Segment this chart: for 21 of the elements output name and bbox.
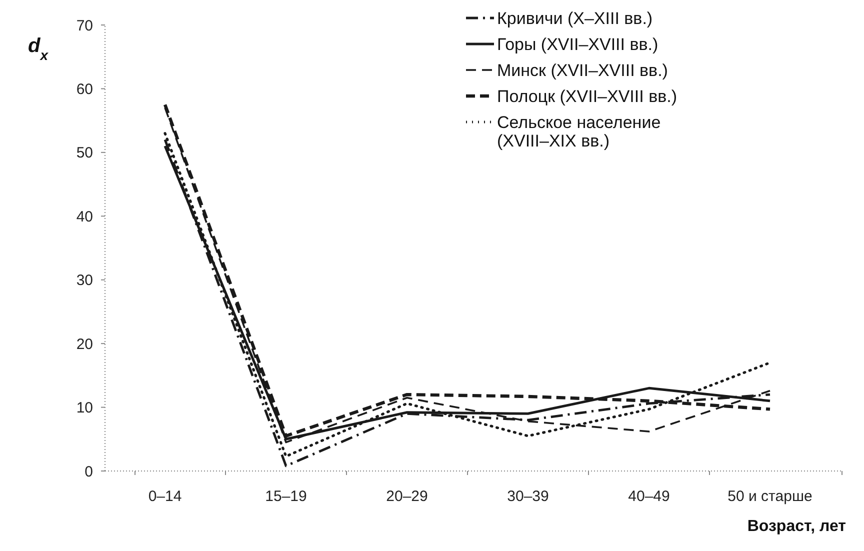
y-tick-label: 60 bbox=[76, 80, 93, 98]
y-tick-label: 10 bbox=[76, 400, 93, 417]
legend-label: Сельское население (XVIII–XIX вв.) bbox=[497, 112, 661, 151]
legend-label: Горы (XVII–XVIII вв.) bbox=[497, 34, 658, 54]
legend-label: Полоцк (XVII–XVIII вв.) bbox=[497, 86, 678, 106]
x-tick-label: 0–14 bbox=[148, 488, 182, 505]
y-tick-label: 20 bbox=[76, 336, 93, 353]
y-tick-label: 30 bbox=[76, 272, 93, 290]
y-tick-label: 40 bbox=[76, 208, 93, 226]
legend-label: Минск (XVII–XVIII вв.) bbox=[497, 60, 668, 80]
y-axis-title: d$_{x}$ bbox=[28, 35, 50, 63]
x-axis-title: Возраст, лет bbox=[747, 518, 846, 535]
x-tick-label: 50 и старше bbox=[728, 488, 812, 505]
x-tick-label: 15–19 bbox=[265, 488, 307, 505]
x-tick-label: 40–49 bbox=[628, 488, 670, 505]
x-tick-label: 20–29 bbox=[386, 488, 428, 505]
y-tick-label: 50 bbox=[76, 144, 93, 162]
y-tick-label: 0 bbox=[84, 463, 93, 480]
y-tick-label: 70 bbox=[76, 17, 93, 34]
legend-label: Кривичи (X–XIII вв.) bbox=[497, 8, 653, 28]
x-tick-label: 30–39 bbox=[507, 488, 549, 505]
